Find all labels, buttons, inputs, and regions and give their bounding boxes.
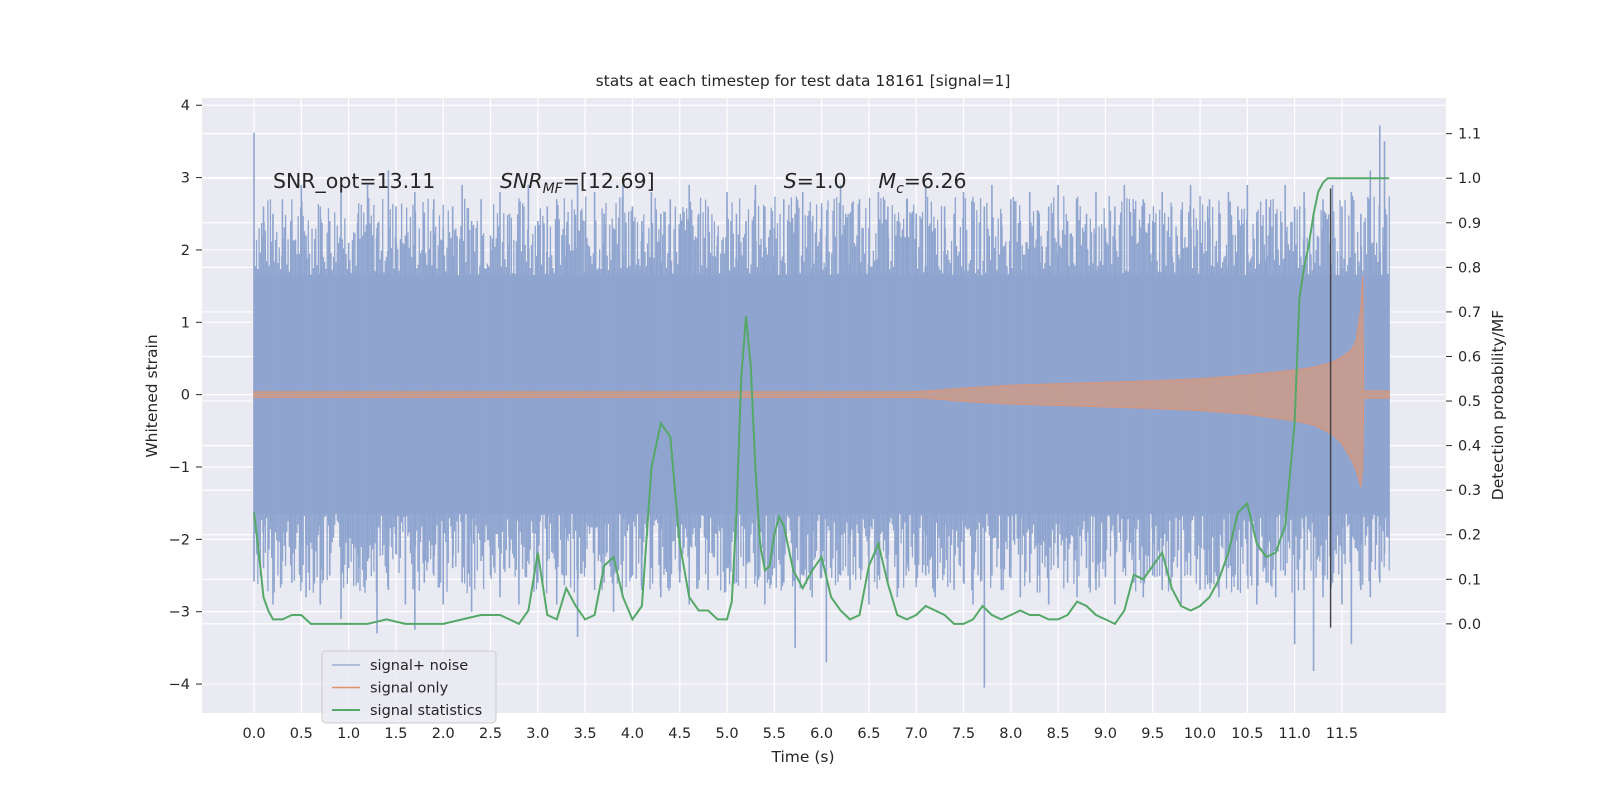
y2-tick-label: 0.5 xyxy=(1458,394,1481,410)
legend-entry: signal+ noise xyxy=(370,658,468,674)
signal-statistics-series xyxy=(253,177,1390,626)
x-tick-label: 4.0 xyxy=(621,726,644,742)
y2-tick-label: 0.0 xyxy=(1458,617,1481,633)
y-tick-label: 1 xyxy=(181,315,190,331)
y2-tick-label: 1.1 xyxy=(1458,127,1481,143)
x-tick-label: 11.5 xyxy=(1326,726,1358,742)
y-tick-label: −1 xyxy=(169,460,190,476)
legend-entry: signal only xyxy=(370,681,449,697)
x-tick-label: 8.0 xyxy=(999,726,1022,742)
y2-tick-label: 0.6 xyxy=(1458,349,1481,365)
x-tick-label: 3.5 xyxy=(574,726,597,742)
annotation-text: S=1.0 xyxy=(784,169,847,193)
y2-tick-label: 0.9 xyxy=(1458,216,1481,232)
y-tick-label: −2 xyxy=(169,532,190,548)
x-axis-label: Time (s) xyxy=(770,748,834,766)
annotation-text: Mc=6.26 xyxy=(878,169,966,197)
x-tick-label: 9.5 xyxy=(1141,726,1164,742)
x-tick-label: 8.5 xyxy=(1047,726,1070,742)
x-tick-label: 5.5 xyxy=(763,726,786,742)
legend-entry: signal statistics xyxy=(370,703,482,719)
y2-tick-label: 0.4 xyxy=(1458,439,1481,455)
x-axis-ticks: 0.0 0.5 1.0 1.5 2.0 2.5 3.0 3.5 4.0 4.5 5.0 5.5 6.0 6… xyxy=(242,726,1358,742)
y-tick-label: 4 xyxy=(181,98,190,114)
x-tick-label: 6.5 xyxy=(857,726,880,742)
annotation-text: SNRMF=[12.69] xyxy=(500,169,655,197)
y2-tick-label: 0.8 xyxy=(1458,260,1481,276)
x-tick-label: 6.0 xyxy=(810,726,833,742)
y-axis-label: Whitened strain xyxy=(143,334,161,457)
x-tick-label: 11.0 xyxy=(1278,726,1310,742)
x-tick-label: 10.0 xyxy=(1184,726,1216,742)
y2-axis-ticks: 0.0 0.1 0.2 0.3 0.4 0.5 0.6 0.7 0.8 0.9 1.0 1.1 xyxy=(1446,127,1481,633)
y2-tick-label: 0.2 xyxy=(1458,528,1481,544)
signal-only-series xyxy=(253,275,1390,488)
y-tick-label: 2 xyxy=(181,243,190,259)
annotations: SNR_opt=13.11 SNRMF=[12.69] S=1.0 Mc=6.26 xyxy=(273,169,967,197)
x-tick-label: 2.5 xyxy=(479,726,502,742)
y2-tick-label: 0.3 xyxy=(1458,483,1481,499)
y-tick-label: −4 xyxy=(169,677,190,693)
y-tick-label: 3 xyxy=(181,171,190,187)
x-tick-label: 0.5 xyxy=(290,726,313,742)
signal-statistics-line xyxy=(253,177,1390,626)
x-tick-label: 2.0 xyxy=(432,726,455,742)
signal-only-envelope xyxy=(253,275,1390,488)
x-tick-label: 7.5 xyxy=(952,726,975,742)
chart-title: stats at each timestep for test data 181… xyxy=(596,72,1011,90)
x-tick-label: 1.5 xyxy=(384,726,407,742)
y2-tick-label: 1.0 xyxy=(1458,171,1481,187)
x-tick-label: 3.0 xyxy=(526,726,549,742)
y-tick-label: 0 xyxy=(181,388,190,404)
x-tick-label: 1.0 xyxy=(337,726,360,742)
y-axis-ticks: −4 −3 −2 −1 0 1 2 3 4 xyxy=(169,98,202,693)
x-tick-label: 9.0 xyxy=(1094,726,1117,742)
x-tick-label: 0.0 xyxy=(242,726,265,742)
y2-tick-label: 0.7 xyxy=(1458,305,1481,321)
y-tick-label: −3 xyxy=(169,605,190,621)
x-tick-label: 7.0 xyxy=(905,726,928,742)
y2-tick-label: 0.1 xyxy=(1458,572,1481,588)
x-tick-label: 4.5 xyxy=(668,726,691,742)
x-tick-label: 10.5 xyxy=(1231,726,1263,742)
y2-axis-label: Detection probability/MF xyxy=(1489,310,1507,501)
legend: signal+ noise signal only signal statistic… xyxy=(321,650,497,724)
annotation-text: SNR_opt=13.11 xyxy=(273,169,435,194)
x-tick-label: 5.0 xyxy=(716,726,739,742)
legend-box xyxy=(321,650,497,724)
